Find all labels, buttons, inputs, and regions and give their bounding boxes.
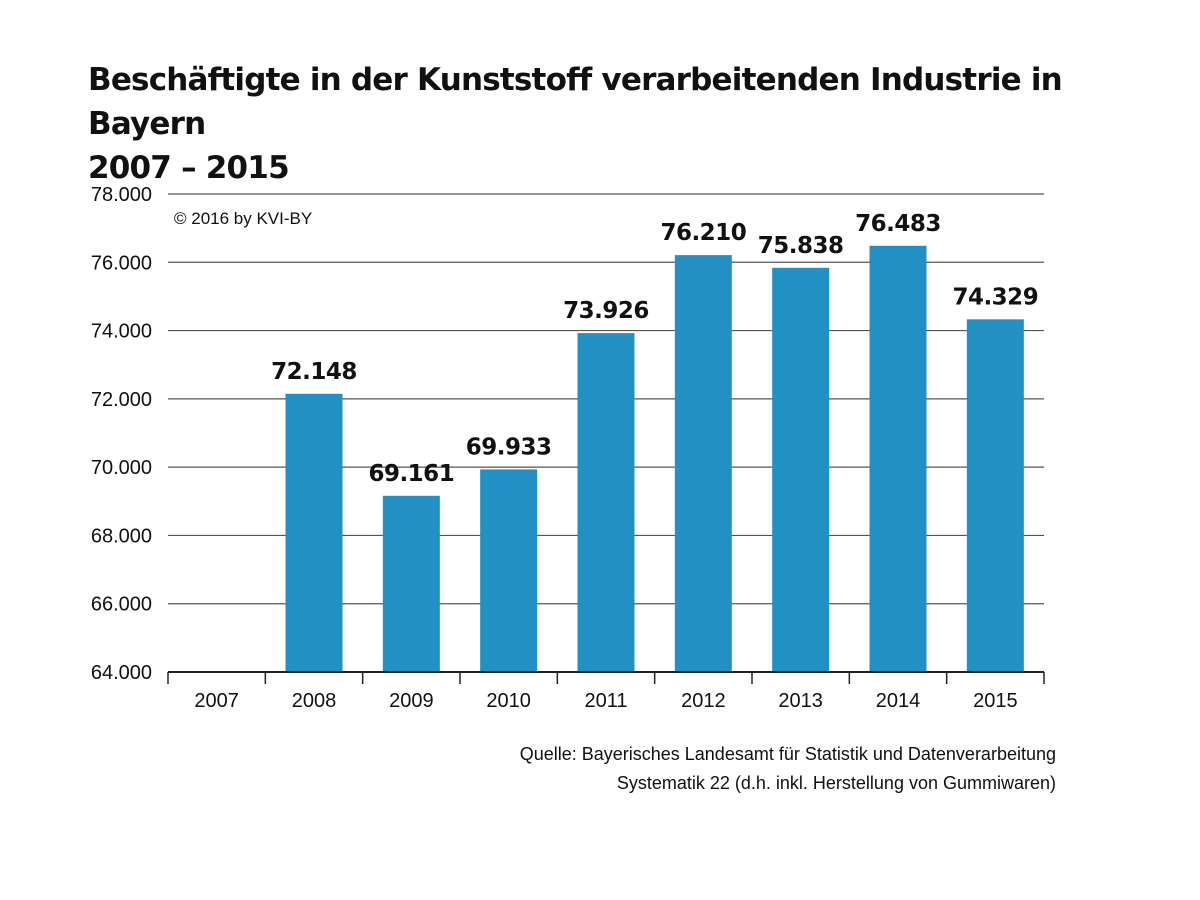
value-label-2013: 75.838 bbox=[758, 233, 844, 259]
chart-title-line-1: Beschäftigte in der Kunststoff verarbeit… bbox=[88, 62, 1063, 142]
value-labels: 72.148 69.161 69.933 73.926 76.210 75.838 76.4… bbox=[271, 211, 1039, 487]
y-tick-label: 72.000 bbox=[91, 389, 152, 411]
bar-2014 bbox=[869, 245, 927, 672]
chart-title: Beschäftigte in der Kunststoff verarbeit… bbox=[88, 58, 1168, 190]
x-tick-label-2011: 2011 bbox=[584, 690, 627, 712]
x-tick-label-2015: 2015 bbox=[973, 690, 1018, 712]
x-tick-label-2014: 2014 bbox=[876, 690, 921, 712]
bar-2012 bbox=[674, 255, 732, 672]
bar-2011 bbox=[577, 333, 635, 672]
value-label-2009: 69.161 bbox=[368, 461, 454, 487]
bar-2013 bbox=[772, 267, 830, 672]
value-label-2010: 69.933 bbox=[466, 434, 552, 460]
value-label-2012: 76.210 bbox=[660, 220, 746, 246]
y-tick-label: 68.000 bbox=[91, 525, 152, 547]
x-tick-label-2009: 2009 bbox=[389, 690, 434, 712]
y-tick-label: 66.000 bbox=[91, 594, 152, 616]
y-tick-label: 64.000 bbox=[91, 662, 152, 684]
x-tick-label-2013: 2013 bbox=[778, 690, 823, 712]
copyright-note: © 2016 by KVI-BY bbox=[174, 209, 312, 228]
y-tick-label: 76.000 bbox=[91, 252, 152, 274]
bar-2008 bbox=[285, 393, 343, 672]
x-tick-label-2008: 2008 bbox=[292, 690, 337, 712]
x-tick-label-2010: 2010 bbox=[486, 690, 531, 712]
chart-title-line-2: 2007 – 2015 bbox=[88, 150, 290, 186]
value-label-2011: 73.926 bbox=[563, 298, 649, 324]
x-tick-label-2007: 2007 bbox=[194, 690, 239, 712]
x-axis-tick-labels: 2007 2008 2009 2010 2011 2012 2013 2014 2015 bbox=[194, 690, 1017, 712]
y-tick-label: 74.000 bbox=[91, 321, 152, 343]
x-tick-label-2012: 2012 bbox=[681, 690, 726, 712]
y-axis-tick-labels: 64.000 66.000 68.000 70.000 72.000 74.000 76.0… bbox=[91, 184, 152, 684]
bar-2015 bbox=[966, 319, 1024, 672]
source-note: Quelle: Bayerisches Landesamt für Statis… bbox=[520, 740, 1056, 798]
value-label-2008: 72.148 bbox=[271, 359, 357, 385]
y-tick-label: 78.000 bbox=[91, 184, 152, 206]
value-label-2014: 76.483 bbox=[855, 211, 941, 237]
y-tick-label: 70.000 bbox=[91, 457, 152, 479]
bar-2009 bbox=[382, 495, 440, 672]
source-line-1: Quelle: Bayerisches Landesamt für Statis… bbox=[519, 744, 1056, 764]
bars bbox=[285, 245, 1024, 672]
source-line-2: Systematik 22 (d.h. inkl. Herstellung vo… bbox=[616, 773, 1056, 793]
bar-2010 bbox=[480, 469, 538, 672]
x-axis bbox=[167, 671, 1045, 684]
value-label-2015: 74.329 bbox=[952, 284, 1038, 310]
